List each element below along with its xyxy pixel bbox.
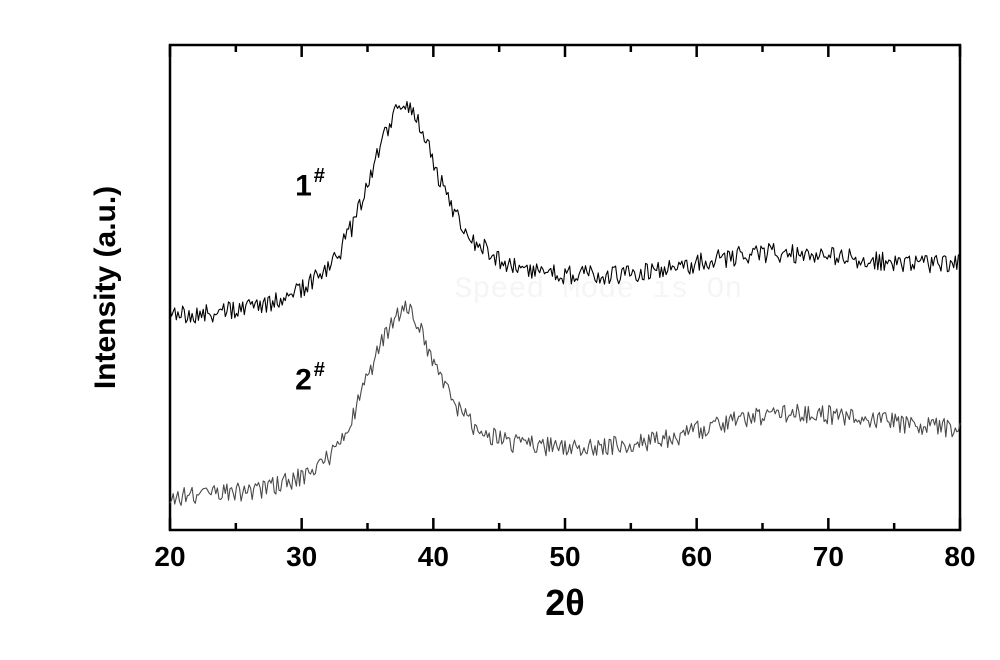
- x-tick-label: 70: [813, 541, 844, 572]
- series-label-2: 2#: [295, 359, 325, 397]
- x-tick-label: 30: [286, 541, 317, 572]
- x-tick-label: 80: [944, 541, 975, 572]
- x-tick-label: 50: [549, 541, 580, 572]
- xrd-chart: 20 30 40 50 60 70 80 2θ Intensity (a.u.) Speed Mo…: [0, 0, 1000, 660]
- series-pattern-2: [170, 301, 960, 505]
- x-axis-title: 2θ: [545, 582, 584, 623]
- x-tick-label: 60: [681, 541, 712, 572]
- watermark-text: Speed Mode is On: [454, 273, 742, 307]
- x-tick-label: 20: [154, 541, 185, 572]
- x-tick-label: 40: [418, 541, 449, 572]
- y-axis-title: Intensity (a.u.): [89, 186, 122, 389]
- series-label-1: 1#: [295, 165, 325, 203]
